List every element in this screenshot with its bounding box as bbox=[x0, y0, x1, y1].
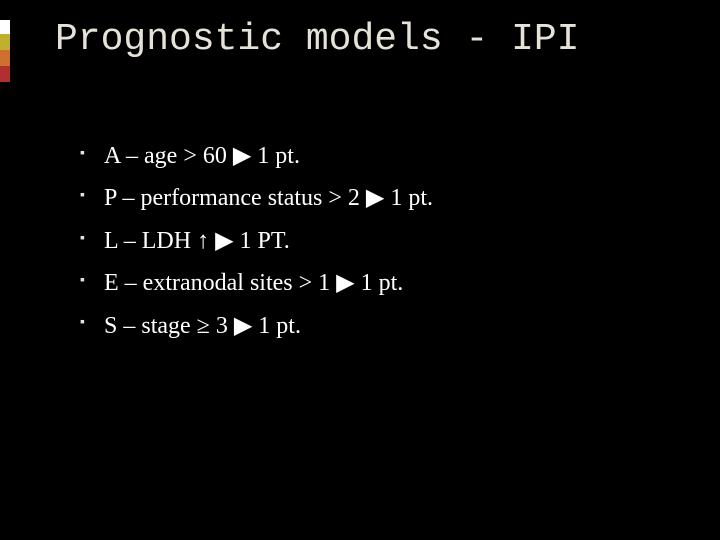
bullet-marker-icon: ▪ bbox=[80, 272, 85, 291]
accent-seg-0 bbox=[0, 20, 10, 34]
accent-seg-3 bbox=[0, 66, 10, 82]
bullet-text: L – LDH ↑ ▶ 1 PT. bbox=[104, 228, 290, 254]
accent-seg-2 bbox=[0, 50, 10, 66]
slide-content: ▪ A – age > 60 ▶ 1 pt. ▪ P – performance… bbox=[80, 140, 660, 352]
bullet-text: A – age > 60 ▶ 1 pt. bbox=[104, 143, 300, 169]
list-item: ▪ P – performance status > 2 ▶ 1 pt. bbox=[80, 182, 660, 214]
list-item: ▪ S – stage ≥ 3 ▶ 1 pt. bbox=[80, 310, 660, 342]
slide-title: Prognostic models - IPI bbox=[55, 18, 580, 61]
list-item: ▪ L – LDH ↑ ▶ 1 PT. bbox=[80, 225, 660, 257]
accent-seg-1 bbox=[0, 34, 10, 50]
bullet-list: ▪ A – age > 60 ▶ 1 pt. ▪ P – performance… bbox=[80, 140, 660, 342]
bullet-marker-icon: ▪ bbox=[80, 187, 85, 206]
bullet-text: E – extranodal sites > 1 ▶ 1 pt. bbox=[104, 270, 403, 296]
list-item: ▪ E – extranodal sites > 1 ▶ 1 pt. bbox=[80, 267, 660, 299]
accent-bar bbox=[0, 20, 10, 82]
slide-container: Prognostic models - IPI ▪ A – age > 60 ▶… bbox=[0, 0, 720, 540]
bullet-marker-icon: ▪ bbox=[80, 145, 85, 164]
bullet-marker-icon: ▪ bbox=[80, 314, 85, 333]
bullet-marker-icon: ▪ bbox=[80, 230, 85, 249]
bullet-text: P – performance status > 2 ▶ 1 pt. bbox=[104, 185, 433, 211]
list-item: ▪ A – age > 60 ▶ 1 pt. bbox=[80, 140, 660, 172]
bullet-text: S – stage ≥ 3 ▶ 1 pt. bbox=[104, 313, 301, 339]
